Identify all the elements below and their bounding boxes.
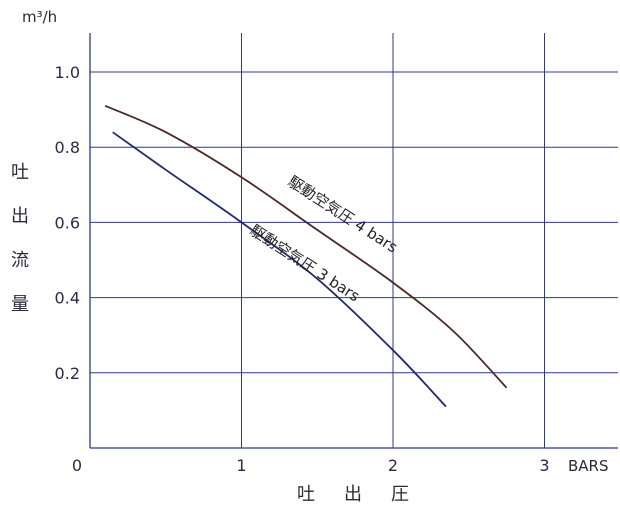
x-tick-label-3: 3: [539, 456, 549, 475]
y-tick-label-4: 1.0: [55, 63, 80, 82]
x-axis-unit: BARS: [568, 457, 609, 475]
y-axis-unit: m³/h: [22, 8, 57, 26]
x-axis-title: 吐出圧: [297, 484, 409, 505]
series-curves: [104, 104, 508, 408]
grid-lines: [90, 33, 618, 448]
y-tick-label-3: 0.8: [55, 138, 80, 157]
y-tick-label-1: 0.4: [55, 289, 80, 308]
y-tick-label-2: 0.6: [55, 213, 80, 232]
x-tick-label-0: 0: [72, 456, 82, 475]
x-axis-title-char-1: 出: [344, 484, 362, 505]
y-tick-label-0: 0.2: [55, 364, 80, 383]
y-tick-labels: 0.2 0.4 0.6 0.8 1.0: [55, 63, 80, 383]
series-line-4bars: [104, 104, 508, 389]
y-axis-title-char-0: 吐: [11, 162, 29, 183]
y-axis-title-char-1: 出: [11, 206, 29, 227]
x-axis-title-char-0: 吐: [297, 484, 315, 505]
y-axis-title-char-3: 量: [11, 294, 29, 315]
y-axis-title-char-2: 流: [11, 250, 29, 271]
series-label-3bars: 駆動空気圧 3 bars: [247, 221, 363, 305]
x-axis-title-char-2: 圧: [391, 484, 409, 505]
axes: [89, 33, 618, 449]
x-tick-label-2: 2: [388, 456, 398, 475]
series-label-4bars: 駆動空気圧 4 bars: [285, 172, 401, 256]
x-tick-label-1: 1: [236, 456, 246, 475]
series-line-3bars: [112, 131, 447, 408]
x-tick-labels: 0 1 2 3: [72, 456, 550, 475]
